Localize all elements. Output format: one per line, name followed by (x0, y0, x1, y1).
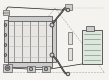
Circle shape (4, 44, 7, 46)
Circle shape (66, 72, 70, 76)
Bar (27, 66, 35, 72)
Circle shape (4, 24, 7, 26)
Bar (8, 16, 52, 21)
Bar (65, 4, 72, 10)
Circle shape (7, 67, 9, 69)
Circle shape (50, 53, 54, 57)
Bar (68, 32, 72, 44)
Bar (52, 20, 56, 62)
Circle shape (4, 34, 7, 36)
Circle shape (4, 54, 7, 56)
Bar (68, 48, 72, 60)
Bar (86, 26, 94, 31)
Circle shape (44, 67, 48, 71)
Bar (82, 30, 102, 64)
Circle shape (29, 67, 33, 71)
Bar (3, 64, 12, 72)
Bar (8, 20, 52, 62)
Circle shape (66, 8, 70, 12)
Circle shape (5, 66, 10, 70)
Bar (3, 10, 9, 15)
Bar (4, 20, 8, 62)
Bar (42, 66, 50, 72)
Bar (8, 62, 52, 67)
Circle shape (50, 23, 54, 27)
